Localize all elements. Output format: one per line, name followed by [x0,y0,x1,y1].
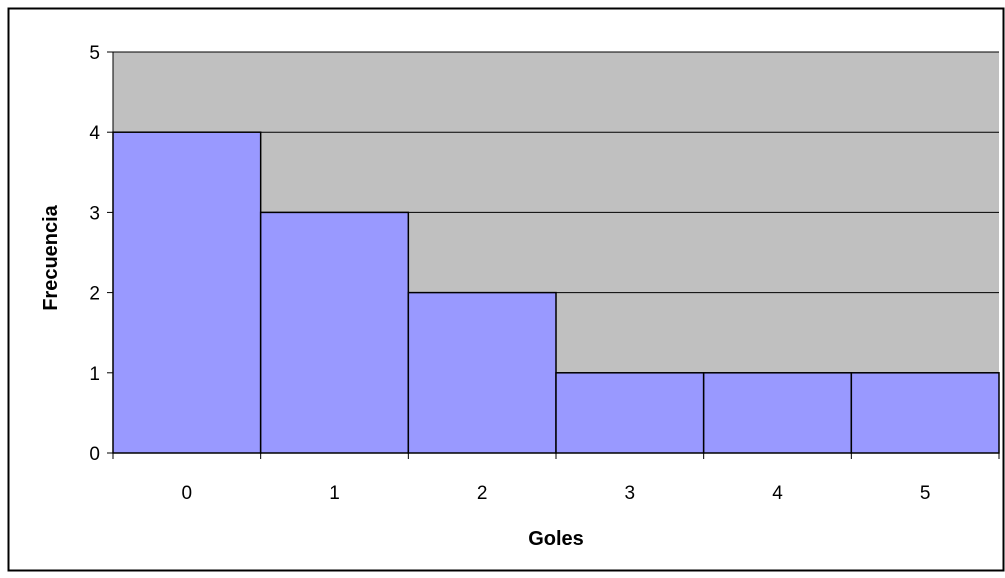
bar-0 [113,132,261,453]
bar-2 [408,293,556,453]
y-tick-label: 0 [89,444,100,465]
x-axis-title: Goles [528,528,584,550]
bar-1 [261,212,409,453]
y-tick-label: 2 [89,284,100,305]
bar-5 [851,373,999,453]
x-tick-label: 1 [329,483,340,504]
y-tick-label: 4 [89,123,100,144]
y-tick-label: 1 [89,364,100,385]
y-tick-label: 5 [89,43,100,64]
x-tick-label: 0 [182,483,193,504]
x-tick-label: 2 [477,483,488,504]
x-tick-label: 5 [920,483,931,504]
bar-3 [556,373,704,453]
bar-4 [704,373,852,453]
x-tick-label: 4 [772,483,783,504]
x-tick-label: 3 [625,483,636,504]
y-axis-title: Frecuencia [40,204,62,310]
y-tick-label: 3 [89,203,100,224]
